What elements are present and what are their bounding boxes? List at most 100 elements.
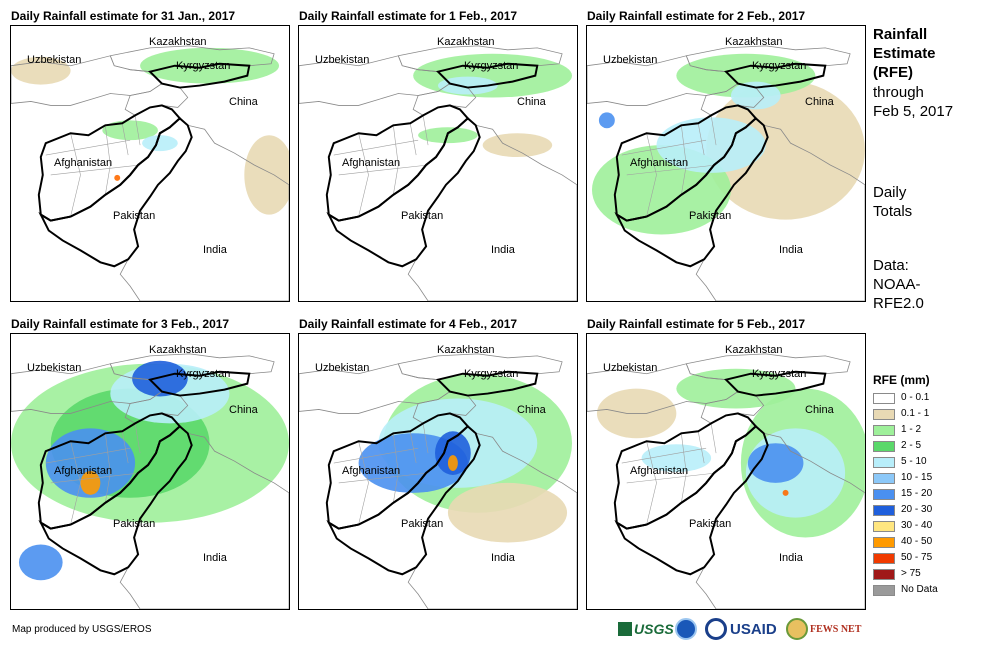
legend-label: 0.1 - 1 xyxy=(901,408,930,419)
rainfall-area xyxy=(447,455,458,472)
rainfall-area xyxy=(114,174,121,181)
rainfall-area xyxy=(730,81,781,110)
province-borders xyxy=(333,423,429,525)
province-borders xyxy=(45,115,141,217)
side-rfe2: RFE2.0 xyxy=(873,295,924,312)
label-kazakhstan: Kazakhstan xyxy=(725,344,783,356)
label-kyrgyzstan: Kyrgyzstan xyxy=(752,368,807,380)
country-border-bold xyxy=(724,62,827,89)
panel-title-6: Daily Rainfall estimate for 5 Feb., 2017 xyxy=(587,317,806,331)
side-title-rfe: (RFE) xyxy=(873,64,913,81)
legend-label: 10 - 15 xyxy=(901,472,933,483)
country-border-bold xyxy=(148,370,251,397)
rainfall-area xyxy=(102,120,158,141)
legend-swatch xyxy=(873,505,895,516)
rainfall-area xyxy=(641,444,712,472)
label-afghanistan: Afghanistan xyxy=(630,465,689,477)
legend-swatch xyxy=(873,569,895,580)
rainfall-area xyxy=(18,544,63,581)
country-border-bold xyxy=(38,117,193,268)
country-border-bold xyxy=(724,370,827,397)
side-title-estimate: Estimate xyxy=(873,45,936,62)
legend-swatch xyxy=(873,457,895,468)
country-border xyxy=(124,391,189,424)
label-uzbekistan: Uzbekistan xyxy=(603,362,658,374)
rainfall-area xyxy=(244,135,289,215)
side-daily: Daily xyxy=(873,184,907,201)
country-border-bold xyxy=(38,425,193,576)
side-title-rainfall: Rainfall xyxy=(873,26,928,43)
label-china: China xyxy=(805,404,834,416)
side-noaa: NOAA- xyxy=(873,276,921,293)
map-svg xyxy=(587,45,865,301)
label-kazakhstan: Kazakhstan xyxy=(725,36,783,48)
map-svg xyxy=(587,353,865,609)
label-afghanistan: Afghanistan xyxy=(342,157,401,169)
label-uzbekistan: Uzbekistan xyxy=(603,54,658,66)
noaa-logo xyxy=(675,617,697,641)
legend-label: 50 - 75 xyxy=(901,552,933,563)
map-panel-5: Kazakhstan Kyrgyzstan Uzbekistan China Afgha… xyxy=(298,333,578,610)
panel-title-5: Daily Rainfall estimate for 4 Feb., 2017 xyxy=(299,317,518,331)
map-panel-1: Kazakhstan Kyrgyzstan Uzbekistan China Afgha… xyxy=(10,25,290,302)
country-border xyxy=(124,83,189,116)
legend-label: 15 - 20 xyxy=(901,488,933,499)
label-afghanistan: Afghanistan xyxy=(342,465,401,477)
country-border-bold xyxy=(436,370,539,397)
label-kazakhstan: Kazakhstan xyxy=(149,36,207,48)
rainfall-area xyxy=(482,133,553,158)
fewsnet-logo-text: FEWS NET xyxy=(810,623,862,635)
rainfall-area xyxy=(447,482,568,543)
country-border-bold xyxy=(614,425,769,576)
usgs-logo: USGS xyxy=(618,617,674,641)
country-border-bold xyxy=(148,62,251,89)
legend-label: > 75 xyxy=(901,568,921,579)
legend-label: 30 - 40 xyxy=(901,520,933,531)
map-svg xyxy=(299,45,577,301)
noaa-seal-icon xyxy=(675,618,697,640)
credit-text: Map produced by USGS/EROS xyxy=(12,624,152,635)
usaid-logo: USAID xyxy=(730,617,777,641)
label-india: India xyxy=(491,552,515,564)
label-kyrgyzstan: Kyrgyzstan xyxy=(464,60,519,72)
rainfall-area xyxy=(142,135,178,152)
label-afghanistan: Afghanistan xyxy=(630,157,689,169)
side-totals: Totals xyxy=(873,203,913,220)
label-india: India xyxy=(203,552,227,564)
legend-swatch xyxy=(873,553,895,564)
label-china: China xyxy=(517,404,546,416)
label-china: China xyxy=(517,96,546,108)
label-uzbekistan: Uzbekistan xyxy=(315,362,370,374)
panel-title-3: Daily Rainfall estimate for 2 Feb., 2017 xyxy=(587,9,806,23)
province-borders xyxy=(333,115,429,217)
province-borders xyxy=(621,115,717,217)
map-svg xyxy=(11,45,289,301)
rainfall-area xyxy=(132,360,188,397)
legend-swatch xyxy=(873,425,895,436)
country-border-bold xyxy=(326,117,481,268)
country-border-bold xyxy=(614,117,769,268)
side-through: through xyxy=(873,84,924,101)
rainfall-area xyxy=(782,489,789,496)
side-date: Feb 5, 2017 xyxy=(873,103,954,120)
map-svg xyxy=(11,353,289,609)
legend-label: 20 - 30 xyxy=(901,504,933,515)
rainfall-area xyxy=(747,443,804,483)
province-borders xyxy=(45,423,141,525)
label-kyrgyzstan: Kyrgyzstan xyxy=(176,368,231,380)
label-kazakhstan: Kazakhstan xyxy=(437,344,495,356)
country-border-bold xyxy=(436,62,539,89)
label-india: India xyxy=(779,552,803,564)
country-border xyxy=(412,391,477,424)
label-kyrgyzstan: Kyrgyzstan xyxy=(752,60,807,72)
legend-swatch xyxy=(873,489,895,500)
usaid-seal-icon xyxy=(705,618,727,640)
label-pakistan: Pakistan xyxy=(113,210,156,222)
legend-swatch xyxy=(873,537,895,548)
label-pakistan: Pakistan xyxy=(689,210,732,222)
usgs-logo-text: USGS xyxy=(634,621,674,637)
panel-title-4: Daily Rainfall estimate for 3 Feb., 2017 xyxy=(11,317,230,331)
legend-swatch xyxy=(873,393,895,404)
legend-title: RFE (mm) xyxy=(873,373,930,387)
fewsnet-globe-icon xyxy=(786,618,808,640)
